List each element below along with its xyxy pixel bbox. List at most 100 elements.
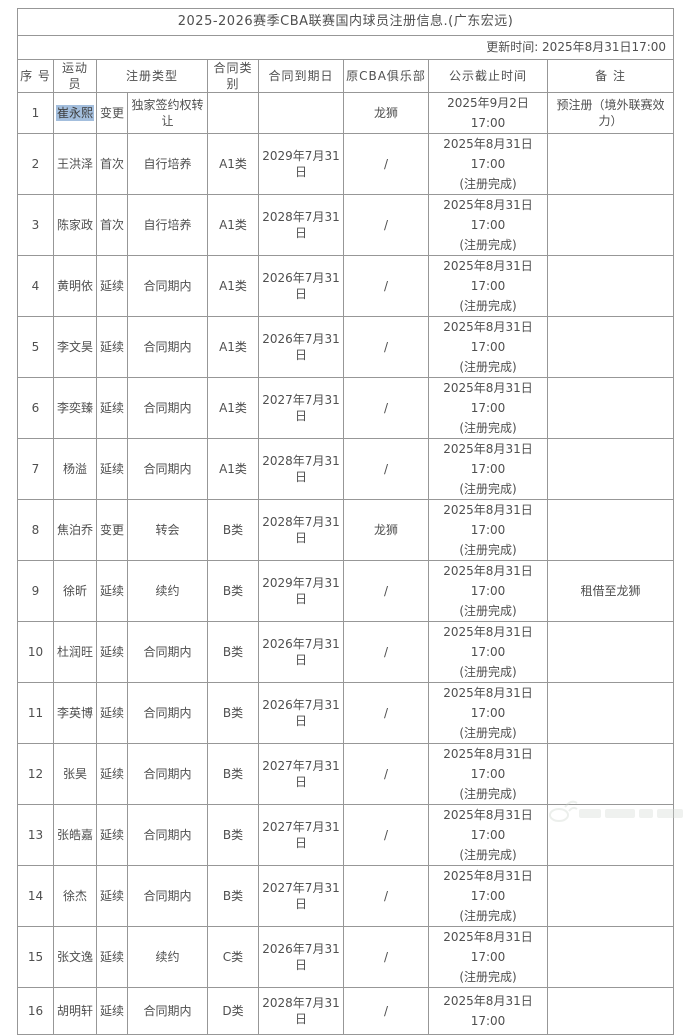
registration-table: 2025-2026赛季CBA联赛国内球员注册信息.(广东宏远) 更新时间: 20… (16, 8, 675, 1035)
cell-registration-type: 延续 (96, 255, 128, 318)
cell-registration-type: 延续 (96, 926, 128, 989)
cell-registration-type: 首次 (96, 133, 128, 196)
cell-player-name: 崔永熙 (53, 92, 97, 135)
cell-registration-detail: 续约 (127, 560, 208, 623)
cell-remark (546, 194, 675, 257)
cell-contract-expiry: 2027年7月31日 (258, 377, 344, 440)
cell-player-name: 杨溢 (53, 438, 97, 501)
col-header-remark: 备 注 (546, 58, 675, 94)
cell-former-club: / (343, 438, 429, 501)
publicity-status: (注册完成) (459, 604, 517, 619)
cell-player-name: 张昊 (53, 743, 97, 806)
cell-player-name: 杜润旺 (53, 621, 97, 684)
cell-publicity-deadline: 2025年8月31日17:00 (428, 987, 548, 1035)
col-header-former-club: 原CBA俱乐部 (343, 58, 429, 94)
player-name: 徐昕 (62, 584, 87, 599)
cell-former-club: / (343, 926, 429, 989)
cell-contract-expiry (258, 92, 344, 135)
cell-row-number: 16 (17, 987, 54, 1035)
cell-row-number: 13 (17, 804, 54, 867)
publicity-time: 2025年8月31日17:00 (443, 747, 533, 782)
cell-row-number: 7 (17, 438, 54, 501)
player-name: 张文逸 (56, 950, 93, 965)
cell-contract-expiry: 2026年7月31日 (258, 255, 344, 318)
publicity-time: 2025年8月31日17:00 (443, 869, 533, 904)
cell-former-club: / (343, 560, 429, 623)
cell-registration-detail: 续约 (127, 926, 208, 989)
cell-player-name: 李英博 (53, 682, 97, 745)
cell-remark (546, 621, 675, 684)
cell-registration-type: 延续 (96, 560, 128, 623)
cell-row-number: 14 (17, 865, 54, 928)
cell-contract-expiry: 2028年7月31日 (258, 438, 344, 501)
col-header-reg-type: 注册类型 (96, 58, 208, 94)
cell-registration-detail: 合同期内 (127, 987, 208, 1035)
cell-player-name: 李奕臻 (53, 377, 97, 440)
update-time: 更新时间: 2025年8月31日17:00 (16, 35, 675, 60)
cell-remark (546, 438, 675, 501)
publicity-time: 2025年8月31日17:00 (443, 198, 533, 233)
cell-contract-expiry: 2028年7月31日 (258, 499, 344, 562)
cell-contract-class: A1类 (207, 316, 259, 379)
title-row: 2025-2026赛季CBA联赛国内球员注册信息.(广东宏远) (16, 8, 675, 36)
cell-registration-type: 延续 (96, 316, 128, 379)
cell-registration-detail: 合同期内 (127, 255, 208, 318)
player-name: 李奕臻 (56, 401, 93, 416)
publicity-time: 2025年8月31日17:00 (443, 564, 533, 599)
cell-contract-expiry: 2028年7月31日 (258, 987, 344, 1035)
cell-remark (546, 804, 675, 867)
table-row: 15 张文逸 延续 续约 C类 2026年7月31日/ 2025年8月31日17:00 (注册… (17, 926, 675, 989)
publicity-status: (注册完成) (459, 787, 517, 802)
cell-contract-expiry: 2027年7月31日 (258, 743, 344, 806)
cell-contract-class: B类 (207, 499, 259, 562)
update-time-row: 更新时间: 2025年8月31日17:00 (16, 35, 675, 60)
table-row: 8 焦泊乔 变更 转会 B类 2028年7月31日 龙狮 2025年8月31日17:00 (注册… (17, 499, 675, 562)
table-row: 6 李奕臻 延续 合同期内 A1类 2027年7月31日/ 2025年8月31日17:00 (… (17, 377, 675, 440)
publicity-time: 2025年8月31日17:00 (443, 259, 533, 294)
cell-publicity-deadline: 2025年8月31日17:00 (注册完成) (428, 743, 548, 806)
cell-registration-type: 变更 (96, 499, 128, 562)
publicity-time: 2025年8月31日17:00 (443, 930, 533, 965)
table-row: 10 杜润旺 延续 合同期内 B类 2026年7月31日/ 2025年8月31日17:00 (… (17, 621, 675, 684)
publicity-status: (注册完成) (459, 543, 517, 558)
player-name: 杨溢 (62, 462, 87, 477)
cell-remark: 租借至龙狮 (546, 560, 675, 623)
publicity-time: 2025年8月31日17:00 (443, 625, 533, 660)
table-row: 12 张昊 延续 合同期内 B类 2027年7月31日/ 2025年8月31日17:00 (注… (17, 743, 675, 806)
player-name: 崔永熙 (56, 105, 95, 122)
cell-registration-type: 延续 (96, 621, 128, 684)
cell-publicity-deadline: 2025年8月31日17:00 (注册完成) (428, 926, 548, 989)
cell-row-number: 15 (17, 926, 54, 989)
cell-registration-detail: 合同期内 (127, 621, 208, 684)
player-name: 杜润旺 (56, 645, 93, 660)
col-header-no: 序 号 (17, 58, 54, 94)
player-name: 焦泊乔 (56, 523, 93, 538)
cell-player-name: 陈家政 (53, 194, 97, 257)
table-row: 16 胡明轩 延续 合同期内 D类 2028年7月31日/ 2025年8月31日17:00 (17, 987, 675, 1035)
cell-contract-expiry: 2026年7月31日 (258, 621, 344, 684)
cell-row-number: 6 (17, 377, 54, 440)
cell-publicity-deadline: 2025年8月31日17:00 (注册完成) (428, 560, 548, 623)
cell-publicity-deadline: 2025年8月31日17:00 (注册完成) (428, 377, 548, 440)
cell-contract-class: A1类 (207, 133, 259, 196)
cell-registration-type: 延续 (96, 377, 128, 440)
cell-registration-detail: 自行培养 (127, 133, 208, 196)
cell-player-name: 徐昕 (53, 560, 97, 623)
publicity-status: (注册完成) (459, 299, 517, 314)
cell-publicity-deadline: 2025年8月31日17:00 (注册完成) (428, 255, 548, 318)
cell-registration-type: 延续 (96, 682, 128, 745)
cell-remark (546, 316, 675, 379)
publicity-time: 2025年9月2日17:00 (447, 96, 529, 131)
cell-contract-class: B类 (207, 804, 259, 867)
cell-row-number: 3 (17, 194, 54, 257)
cell-former-club: 龙狮 (343, 499, 429, 562)
cell-remark (546, 987, 675, 1035)
cell-row-number: 9 (17, 560, 54, 623)
publicity-status: (注册完成) (459, 360, 517, 375)
publicity-status: (注册完成) (459, 177, 517, 192)
publicity-time: 2025年8月31日17:00 (443, 808, 533, 843)
cell-contract-expiry: 2027年7月31日 (258, 865, 344, 928)
publicity-status: (注册完成) (459, 726, 517, 741)
cell-former-club: / (343, 621, 429, 684)
cell-contract-expiry: 2026年7月31日 (258, 682, 344, 745)
